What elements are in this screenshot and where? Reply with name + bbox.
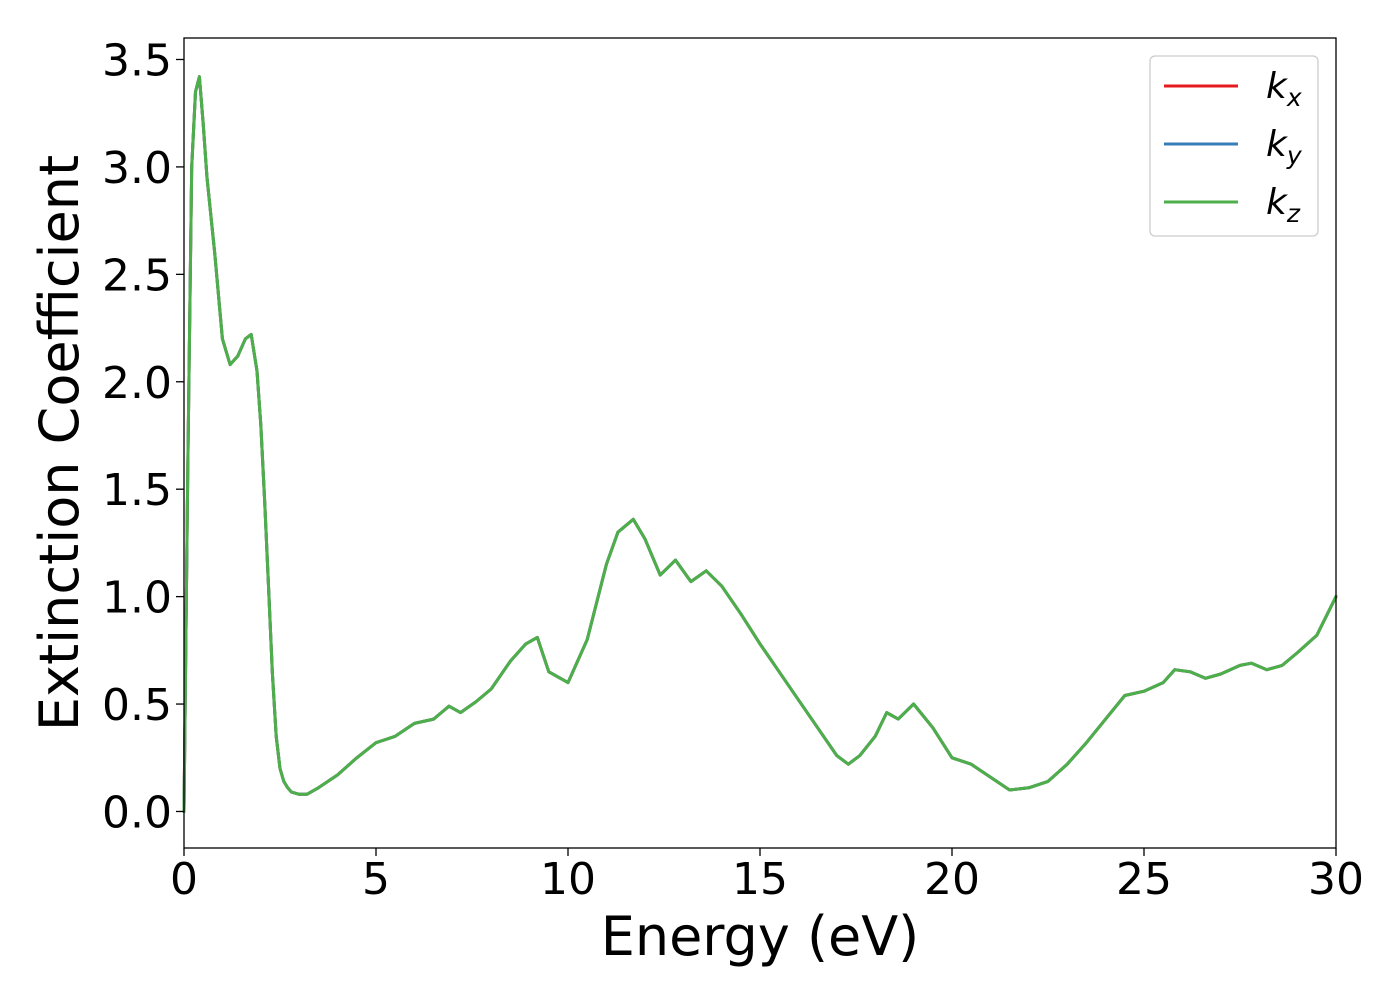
y-axis: 0.0 0.5 1.0 1.5 2.0 2.5 3.0 3.5	[102, 35, 184, 838]
x-axis: 0 5 10 15 20 25 30	[170, 848, 1364, 905]
y-tick-label: 2.0	[102, 358, 172, 409]
legend-label-y: ky	[1266, 124, 1303, 170]
x-tick-label: 25	[1116, 854, 1172, 905]
x-tick-label: 30	[1308, 854, 1364, 905]
legend-box	[1149, 55, 1319, 237]
y-tick-label: 2.5	[102, 250, 172, 301]
legend: kx ky kz	[1149, 55, 1319, 237]
x-tick-label: 20	[924, 854, 980, 905]
series-layer	[182, 75, 1338, 813]
legend-label-z: kz	[1266, 182, 1301, 228]
x-axis-label: Energy (eV)	[601, 905, 920, 968]
y-tick-label: 3.0	[102, 143, 172, 194]
x-tick-label: 15	[732, 854, 788, 905]
legend-label-x: kx	[1266, 66, 1302, 112]
y-axis-label: Extinction Coefficient	[28, 155, 91, 731]
x-tick-label: 10	[540, 854, 596, 905]
x-tick-label: 5	[362, 854, 390, 905]
y-tick-label: 1.0	[102, 573, 172, 624]
x-tick-label: 0	[170, 854, 198, 905]
y-tick-label: 0.0	[102, 787, 172, 838]
y-tick-label: 3.5	[102, 35, 172, 86]
y-tick-label: 0.5	[102, 680, 172, 731]
y-tick-label: 1.5	[102, 465, 172, 516]
series-line-z	[182, 75, 1338, 813]
